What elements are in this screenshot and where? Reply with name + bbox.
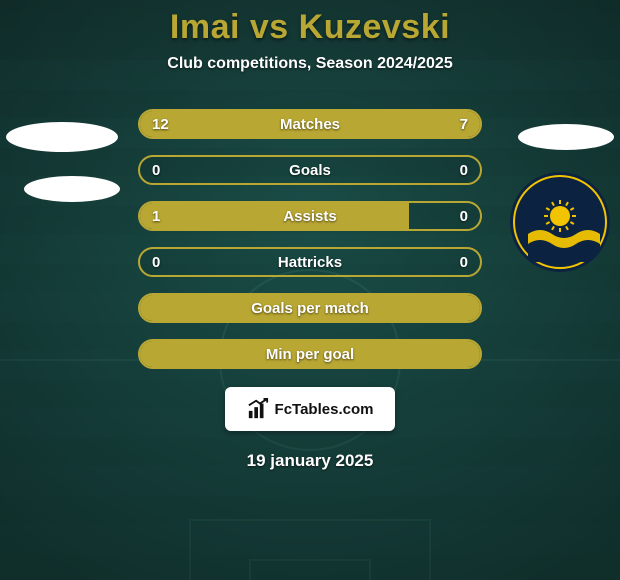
stat-label: Assists bbox=[140, 203, 480, 229]
footer-date: 19 january 2025 bbox=[247, 451, 374, 471]
stat-chart: Matches127Goals00Assists10Hattricks00Goa… bbox=[138, 109, 482, 369]
page-subtitle: Club competitions, Season 2024/2025 bbox=[167, 55, 452, 73]
stat-value-right: 0 bbox=[460, 157, 468, 183]
stat-value-right: 7 bbox=[460, 111, 468, 137]
stat-value-left: 0 bbox=[152, 157, 160, 183]
stat-label: Min per goal bbox=[140, 341, 480, 367]
team-avatar-left bbox=[6, 122, 118, 152]
content: Imai vs Kuzevski Club competitions, Seas… bbox=[0, 0, 620, 580]
team-avatar-right bbox=[518, 124, 614, 150]
mariners-badge-icon bbox=[510, 172, 610, 272]
stat-row: Goals per match bbox=[138, 293, 482, 323]
stat-row: Hattricks0 0 bbox=[138, 247, 482, 277]
club-badge-right bbox=[510, 172, 610, 272]
stat-label: Goals bbox=[140, 157, 480, 183]
stat-row: Goals0 0 bbox=[138, 155, 482, 185]
brand-text: FcTables.com bbox=[275, 401, 374, 418]
page-title: Imai vs Kuzevski bbox=[170, 8, 450, 47]
stat-row: Matches12 7 bbox=[138, 109, 482, 139]
stat-value-left: 1 bbox=[152, 203, 160, 229]
stat-label: Hattricks bbox=[140, 249, 480, 275]
player-avatar-left bbox=[24, 176, 120, 202]
bar-chart-up-icon bbox=[247, 398, 269, 420]
stat-value-left: 0 bbox=[152, 249, 160, 275]
stat-value-left: 12 bbox=[152, 111, 169, 137]
stat-label: Goals per match bbox=[140, 295, 480, 321]
stat-row: Assists1 0 bbox=[138, 201, 482, 231]
stat-row: Min per goal bbox=[138, 339, 482, 369]
stat-value-right: 0 bbox=[460, 249, 468, 275]
stat-label: Matches bbox=[140, 111, 480, 137]
brand-pill: FcTables.com bbox=[225, 387, 395, 431]
stat-value-right: 0 bbox=[460, 203, 468, 229]
